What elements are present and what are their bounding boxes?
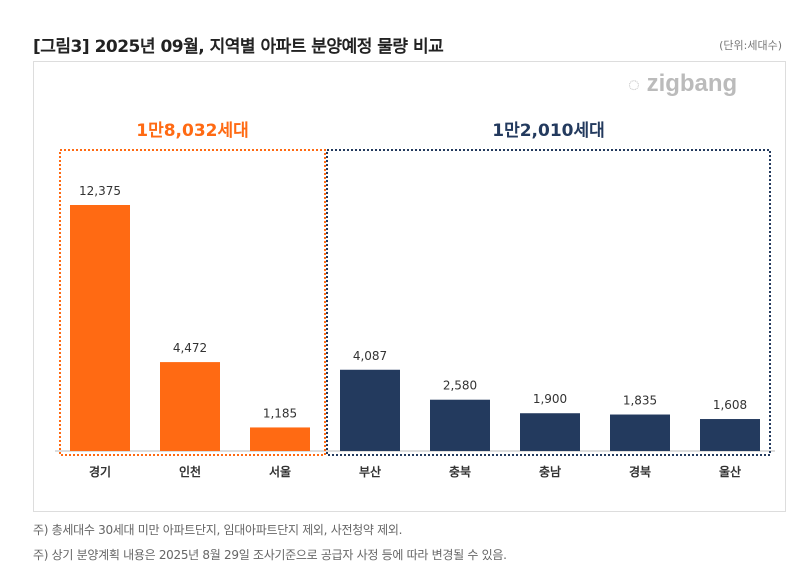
data-label: 4,087: [353, 349, 387, 363]
footnote-2: 주) 상기 분양계획 내용은 2025년 8월 29일 조사기준으로 공급자 사…: [33, 548, 507, 562]
data-label: 1,900: [533, 392, 567, 406]
bar-부산: [340, 369, 400, 451]
data-label: 4,472: [173, 341, 207, 355]
data-label: 2,580: [443, 379, 477, 393]
data-label: 1,835: [623, 394, 657, 408]
category-label: 충남: [539, 464, 561, 479]
data-label: 1,608: [713, 398, 747, 412]
group-total-label: 1만2,010세대: [492, 121, 605, 141]
category-label: 경기: [89, 464, 111, 479]
bar-경기: [70, 205, 130, 451]
bar-인천: [160, 362, 220, 451]
bar-충남: [520, 413, 580, 451]
category-label: 충북: [449, 464, 471, 479]
group-box: [59, 149, 326, 456]
data-label: 12,375: [79, 184, 121, 198]
bar-울산: [700, 419, 760, 451]
footnote-1: 주) 총세대수 30세대 미만 아파트단지, 임대아파트단지 제외, 사전청약 …: [33, 523, 403, 537]
bar-경북: [610, 414, 670, 451]
chart-frame: [33, 61, 786, 512]
category-label: 서울: [269, 464, 291, 479]
bar-충북: [430, 399, 490, 451]
data-label: 1,185: [263, 406, 297, 420]
group-total-label: 1만8,032세대: [136, 121, 249, 141]
category-label: 부산: [359, 464, 381, 479]
unit-label: (단위:세대수): [719, 39, 782, 52]
category-label: 경북: [629, 465, 651, 479]
category-label: 울산: [719, 464, 741, 479]
group-box: [326, 149, 771, 456]
category-label: 인천: [179, 464, 201, 479]
chart-title: [그림3] 2025년 09월, 지역별 아파트 분양예정 물량 비교: [33, 37, 444, 57]
zigbang-logo: ◌ zigbang: [628, 70, 738, 97]
bar-서울: [250, 427, 310, 451]
